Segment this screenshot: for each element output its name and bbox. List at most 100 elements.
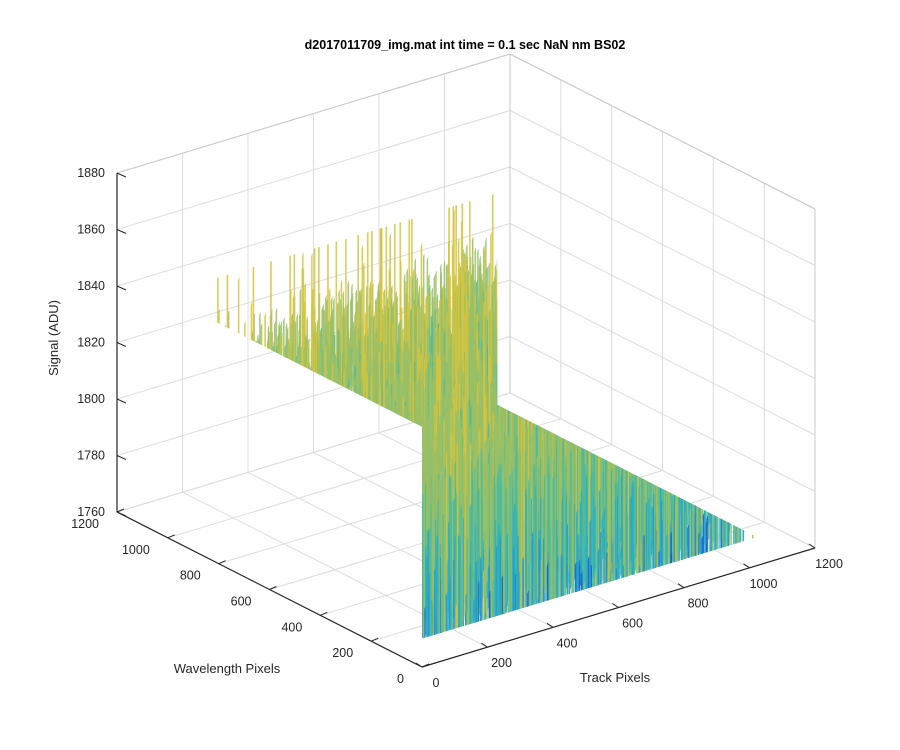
surface-patch xyxy=(355,391,357,561)
surface-patch xyxy=(278,446,280,518)
surface-patch xyxy=(363,481,366,574)
surface-patch xyxy=(565,348,568,441)
surface-patch xyxy=(408,532,410,596)
surface-patch xyxy=(334,404,337,472)
surface-patch xyxy=(229,484,231,562)
surface-patch xyxy=(326,383,328,497)
surface-patch xyxy=(329,348,331,472)
surface-patch xyxy=(651,422,654,481)
surface-patch xyxy=(687,404,690,515)
surface-patch xyxy=(308,395,311,482)
surface-patch xyxy=(248,346,251,449)
surface-patch xyxy=(354,386,357,518)
surface-patch xyxy=(283,317,285,446)
surface-patch xyxy=(484,440,486,615)
surface-patch xyxy=(359,486,361,586)
surface-patch xyxy=(194,363,197,450)
surface-patch xyxy=(744,216,747,440)
surface-patch xyxy=(382,580,384,639)
surface-patch xyxy=(284,344,287,507)
surface-patch xyxy=(306,429,308,522)
surface-patch xyxy=(243,391,245,498)
surface-patch xyxy=(665,348,667,513)
surface-patch xyxy=(232,406,235,476)
surface-patch xyxy=(259,446,262,533)
surface-patch xyxy=(379,533,381,593)
surface-patch xyxy=(515,315,517,387)
surface-patch xyxy=(401,389,404,575)
surface-patch xyxy=(391,475,393,600)
surface-patch xyxy=(308,362,310,426)
surface-patch xyxy=(374,416,376,639)
surface-patch xyxy=(321,418,324,570)
surface-patch xyxy=(417,562,420,633)
surface-patch xyxy=(414,410,417,587)
surface-patch xyxy=(561,349,563,434)
surface-patch xyxy=(405,441,407,506)
surface-patch xyxy=(504,193,506,435)
surface-patch xyxy=(305,471,307,564)
surface-patch xyxy=(339,411,342,502)
surface-patch xyxy=(272,349,275,424)
surface-patch xyxy=(368,435,370,639)
surface-patch xyxy=(416,444,418,588)
surface-patch xyxy=(627,319,629,442)
surface-patch xyxy=(397,445,399,513)
surface-patch xyxy=(229,359,232,562)
surface-patch xyxy=(500,288,502,405)
surface-patch xyxy=(671,383,673,491)
surface-patch xyxy=(551,425,553,618)
surface-patch xyxy=(198,398,201,533)
surface-patch xyxy=(537,328,539,420)
surface-patch xyxy=(710,495,712,560)
surface-patch xyxy=(394,492,396,639)
surface-patch xyxy=(370,373,373,551)
surface-patch xyxy=(579,500,582,566)
surface-patch xyxy=(407,411,410,574)
surface-patch xyxy=(415,410,417,580)
surface-patch xyxy=(279,372,281,536)
surface-patch xyxy=(705,395,707,495)
surface-patch xyxy=(608,410,610,582)
surface-patch xyxy=(265,355,267,453)
surface-patch xyxy=(363,458,365,639)
surface-patch xyxy=(262,351,264,521)
surface-patch xyxy=(416,430,418,513)
surface-patch xyxy=(374,564,377,630)
surface-patch xyxy=(370,441,372,607)
surface-patch xyxy=(405,424,407,531)
surface-patch xyxy=(544,286,547,419)
surface-patch xyxy=(337,376,339,585)
surface-patch xyxy=(353,404,355,529)
surface-patch xyxy=(362,415,365,518)
surface-patch xyxy=(418,592,421,639)
surface-patch xyxy=(537,276,539,374)
surface-patch xyxy=(555,368,558,446)
surface-patch xyxy=(323,440,326,528)
surface-patch xyxy=(417,523,420,637)
surface-patch xyxy=(396,511,398,601)
surface-patch xyxy=(686,193,689,546)
z-tick-mark xyxy=(116,229,127,234)
surface-patch xyxy=(258,343,260,500)
surface-patch xyxy=(376,374,378,476)
surface-patch xyxy=(295,355,297,531)
surface-patch xyxy=(316,387,319,477)
surface-patch xyxy=(364,419,367,564)
surface-patch xyxy=(643,318,645,421)
surface-patch xyxy=(587,349,589,455)
surface-patch xyxy=(396,417,399,536)
surface-patch xyxy=(312,452,315,566)
surface-patch xyxy=(330,491,332,549)
surface-patch xyxy=(285,475,288,560)
surface-patch xyxy=(237,336,239,475)
surface-patch xyxy=(420,462,422,583)
surface-patch xyxy=(348,469,351,568)
surface-patch xyxy=(268,494,271,554)
surface-patch xyxy=(683,377,685,513)
surface-patch xyxy=(306,463,309,616)
surface-patch xyxy=(428,472,431,530)
surface-patch xyxy=(323,388,326,477)
surface-patch xyxy=(418,554,421,612)
surface-patch xyxy=(384,406,387,499)
